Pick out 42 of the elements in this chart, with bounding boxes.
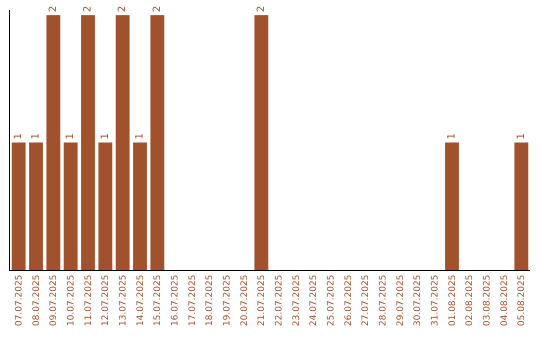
x-tick-label: 25.07.2025 — [326, 274, 337, 326]
x-tick-label: 17.07.2025 — [188, 274, 198, 326]
x-tick-label: 14.07.2025 — [136, 274, 146, 326]
data-label: 2 — [256, 6, 267, 12]
data-label: 1 — [100, 133, 111, 140]
data-label: 2 — [82, 6, 94, 12]
x-tick-label: 11.07.2025 — [84, 274, 94, 326]
x-tick-label: 03.08.2025 — [482, 274, 493, 326]
x-tick-label: 28.07.2025 — [378, 274, 389, 326]
data-label: 1 — [516, 133, 527, 140]
x-tick-label: 16.07.2025 — [170, 274, 181, 326]
x-tick-label: 29.07.2025 — [396, 274, 406, 326]
x-tick-label: 30.07.2025 — [413, 274, 424, 326]
x-tick-label: 05.08.2025 — [517, 274, 528, 326]
x-tick-label: 20.07.2025 — [240, 274, 250, 326]
x-tick-label: 31.07.2025 — [430, 274, 441, 326]
data-label: 1 — [65, 133, 76, 140]
x-tick-label: 22.07.2025 — [274, 274, 285, 326]
x-tick-label: 24.07.2025 — [309, 274, 320, 326]
data-label: 1 — [134, 133, 146, 140]
data-label: 1 — [13, 133, 24, 140]
x-tick-label: 07.07.2025 — [14, 274, 25, 326]
x-tick-label: 08.07.2025 — [32, 274, 42, 326]
x-tick-label: 01.08.2025 — [448, 274, 458, 326]
data-label: 2 — [152, 6, 163, 12]
x-tick-label: 21.07.2025 — [257, 274, 268, 326]
data-label: 2 — [117, 6, 128, 12]
data-label: 1 — [446, 133, 458, 140]
x-tick-label: 15.07.2025 — [153, 274, 164, 326]
data-label: 2 — [48, 6, 59, 12]
x-tick-label: 13.07.2025 — [118, 274, 129, 326]
x-tick-label: 23.07.2025 — [292, 274, 302, 326]
x-tick-label: 04.08.2025 — [500, 274, 510, 326]
x-tick-label: 02.08.2025 — [465, 274, 476, 326]
x-tick-label: 27.07.2025 — [361, 274, 372, 326]
x-tick-label: 12.07.2025 — [101, 274, 112, 326]
x-tick-label: 18.07.2025 — [205, 274, 216, 326]
x-tick-label: 10.07.2025 — [66, 274, 77, 326]
x-tick-label: 09.07.2025 — [49, 274, 60, 326]
data-label: 1 — [30, 133, 42, 140]
x-tick-label: 19.07.2025 — [222, 274, 233, 326]
x-tick-label: 26.07.2025 — [344, 274, 354, 326]
